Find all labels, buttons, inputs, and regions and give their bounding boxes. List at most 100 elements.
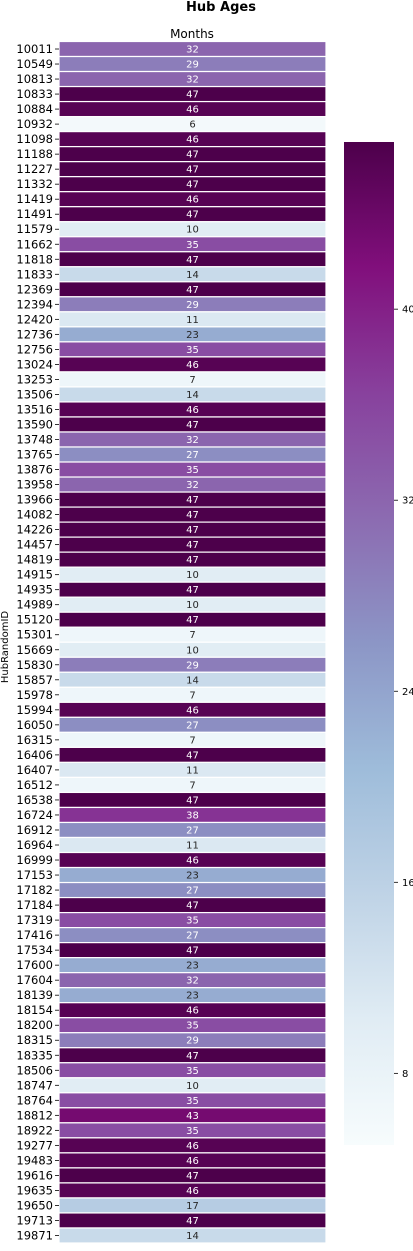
row-tick-label: 16050 xyxy=(16,718,53,732)
cell-value-label: 47 xyxy=(186,1051,199,1062)
row-tick-label: 10813 xyxy=(16,72,53,86)
cell-value-label: 47 xyxy=(186,165,199,176)
row-tick-label: 18200 xyxy=(16,1018,53,1032)
cell-value-label: 29 xyxy=(186,1036,199,1047)
row-tick-label: 14226 xyxy=(16,523,53,537)
row-tick-label: 18764 xyxy=(16,1093,53,1107)
row-tick-label: 10833 xyxy=(16,87,53,101)
cell-value-label: 43 xyxy=(186,1111,199,1122)
cell-value-label: 32 xyxy=(186,480,199,491)
row-tick-label: 13765 xyxy=(16,448,53,462)
row-tick-label: 17153 xyxy=(16,868,53,882)
cell-value-label: 46 xyxy=(186,135,199,146)
cell-value-label: 47 xyxy=(186,555,199,566)
cell-value-label: 32 xyxy=(186,45,199,56)
cell-value-label: 23 xyxy=(186,991,199,1002)
row-tick-label: 14082 xyxy=(16,508,53,522)
cell-value-label: 14 xyxy=(186,390,199,401)
row-tick-label: 13516 xyxy=(16,402,53,416)
cell-value-label: 32 xyxy=(186,435,199,446)
cell-value-label: 10 xyxy=(186,1081,199,1092)
row-tick-label: 15978 xyxy=(16,688,53,702)
cell-value-label: 47 xyxy=(186,615,199,626)
row-tick-label: 17534 xyxy=(16,943,53,957)
cell-value-label: 47 xyxy=(186,795,199,806)
colorbar-ticks: 8 16 24 32 40 xyxy=(394,305,413,1080)
row-tick-label: 14915 xyxy=(16,568,53,582)
row-tick-label: 19713 xyxy=(16,1213,53,1227)
cell-value-label: 10 xyxy=(186,225,199,236)
row-tick-label: 11662 xyxy=(16,237,53,251)
cell-value-label: 46 xyxy=(186,705,199,716)
row-tick-label: 12756 xyxy=(16,342,53,356)
cell-value-label: 35 xyxy=(186,1066,199,1077)
row-tick-label: 11579 xyxy=(16,222,53,236)
row-tick-label: 19483 xyxy=(16,1153,53,1167)
row-tick-label: 11188 xyxy=(16,147,53,161)
cell-value-label: 29 xyxy=(186,60,199,71)
colorbar-tick-label: 8 xyxy=(402,1069,408,1080)
row-tick-label: 18139 xyxy=(16,988,53,1002)
row-tick-label: 14935 xyxy=(16,583,53,597)
cell-value-label: 47 xyxy=(186,210,199,221)
row-tick-label: 19871 xyxy=(16,1228,53,1242)
row-tick-label: 18154 xyxy=(16,1003,53,1017)
cell-value-label: 35 xyxy=(186,1096,199,1107)
row-tick-label: 16315 xyxy=(16,733,53,747)
cell-value-label: 47 xyxy=(186,901,199,912)
row-tick-label: 13024 xyxy=(16,357,53,371)
row-tick-label: 12420 xyxy=(16,312,53,326)
colorbar-tick-label: 32 xyxy=(402,496,413,507)
cell-value-label: 14 xyxy=(186,675,199,686)
cell-value-label: 47 xyxy=(186,495,199,506)
row-tick-label: 17319 xyxy=(16,913,53,927)
cell-value-label: 47 xyxy=(186,285,199,296)
row-tick-label: 18315 xyxy=(16,1033,53,1047)
cell-value-label: 47 xyxy=(186,90,199,101)
row-tick-label: 18812 xyxy=(16,1108,53,1122)
cell-value-label: 32 xyxy=(186,976,199,987)
row-tick-label: 16407 xyxy=(16,763,53,777)
cell-value-label: 35 xyxy=(186,465,199,476)
chart-title: Hub Ages xyxy=(186,0,256,15)
cell-value-label: 10 xyxy=(186,600,199,611)
row-tick-label: 14819 xyxy=(16,553,53,567)
cell-value-label: 35 xyxy=(186,916,199,927)
cell-value-label: 46 xyxy=(186,1006,199,1017)
cell-value-label: 27 xyxy=(186,720,199,731)
cell-value-label: 46 xyxy=(186,1186,199,1197)
row-labels: 1001110549108131083310884109321109811188… xyxy=(16,42,59,1242)
cell-value-label: 46 xyxy=(186,105,199,116)
row-tick-label: 11833 xyxy=(16,267,53,281)
row-tick-label: 16538 xyxy=(16,793,53,807)
row-tick-label: 14457 xyxy=(16,538,53,552)
cell-value-label: 47 xyxy=(186,255,199,266)
cell-value-label: 35 xyxy=(186,240,199,251)
cell-value-label: 47 xyxy=(186,180,199,191)
row-tick-label: 17182 xyxy=(16,883,53,897)
cell-value-label: 32 xyxy=(186,75,199,86)
row-tick-label: 16964 xyxy=(16,838,53,852)
cell-value-label: 46 xyxy=(186,405,199,416)
row-tick-label: 12369 xyxy=(16,282,53,296)
colorbar-tick-label: 16 xyxy=(402,878,413,889)
row-tick-label: 13748 xyxy=(16,432,53,446)
row-tick-label: 19277 xyxy=(16,1138,53,1152)
cell-value-label: 29 xyxy=(186,660,199,671)
cell-value-label: 46 xyxy=(186,1141,199,1152)
row-tick-label: 10884 xyxy=(16,102,53,116)
cell-value-label: 10 xyxy=(186,645,199,656)
cell-value-label: 38 xyxy=(186,810,199,821)
row-tick-label: 16999 xyxy=(16,853,53,867)
row-tick-label: 15120 xyxy=(16,613,53,627)
row-tick-label: 17416 xyxy=(16,928,53,942)
cell-value-label: 27 xyxy=(186,450,199,461)
row-tick-label: 13506 xyxy=(16,387,53,401)
row-tick-label: 13958 xyxy=(16,478,53,492)
cell-value-label: 7 xyxy=(189,375,195,386)
row-tick-label: 16724 xyxy=(16,808,53,822)
colorbar-tick-label: 24 xyxy=(402,687,413,698)
cell-value-label: 47 xyxy=(186,150,199,161)
row-tick-label: 18747 xyxy=(16,1078,53,1092)
